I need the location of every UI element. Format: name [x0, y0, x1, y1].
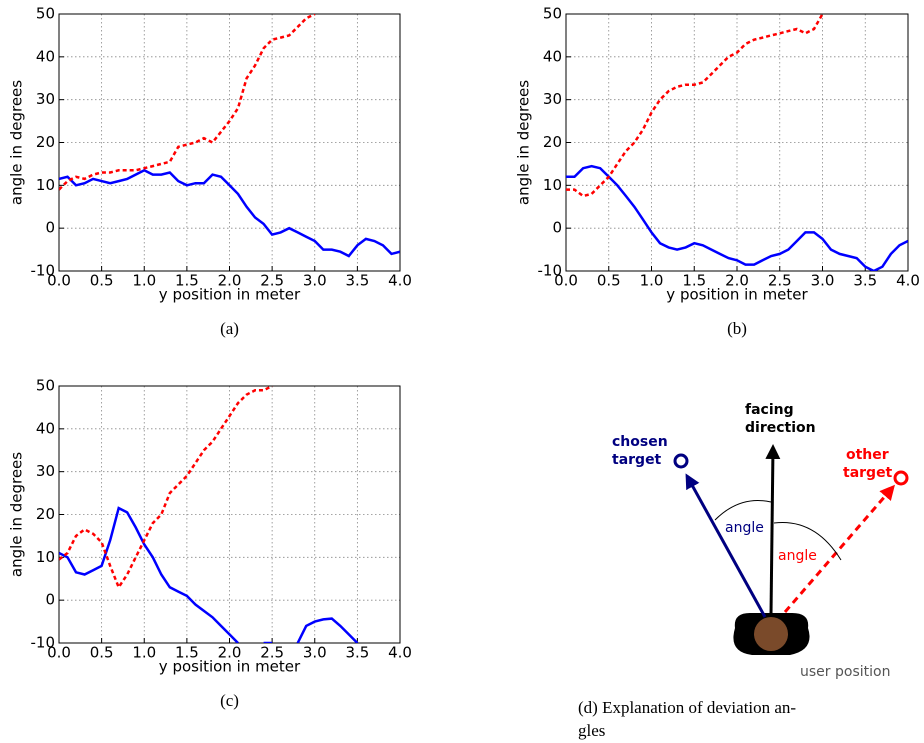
y-axis-label: angle in degrees — [515, 80, 533, 205]
caption: (a) — [220, 319, 239, 338]
y-tick-label: 20 — [543, 133, 562, 151]
caption: (c) — [220, 691, 239, 710]
plot-frame — [565, 13, 909, 272]
x-tick-label: 0.5 — [90, 644, 114, 662]
x-axis-label: y position in meter — [159, 286, 301, 304]
y-tick-label: 30 — [36, 90, 55, 108]
y-tick-label: 10 — [36, 548, 55, 566]
x-tick-label: 2.0 — [218, 272, 242, 290]
x-tick-label: 3.5 — [345, 644, 369, 662]
x-tick-label: 3.5 — [345, 272, 369, 290]
x-tick-label: 3.5 — [853, 272, 877, 290]
y-tick-label: 50 — [36, 377, 55, 395]
caption: gles — [578, 721, 605, 740]
angle-arc — [773, 521, 842, 561]
y-axis-label: angle in degrees — [8, 452, 26, 577]
x-axis-label: y position in meter — [159, 658, 301, 676]
x-tick-label: 4.0 — [388, 272, 412, 290]
x-tick-label: 1.5 — [175, 272, 199, 290]
y-tick-label: 50 — [543, 5, 562, 23]
series-line — [59, 506, 359, 643]
y-tick-label: 0 — [552, 219, 562, 237]
y-tick-label: -10 — [538, 262, 563, 280]
y-tick-label: 40 — [36, 419, 55, 437]
x-tick-label: 4.0 — [388, 644, 412, 662]
x-tick-label: 0.0 — [47, 644, 71, 662]
caption: (d) Explanation of deviation an- — [578, 698, 796, 717]
x-tick-label: 1.5 — [175, 644, 199, 662]
x-tick-label: 2.0 — [218, 644, 242, 662]
chart: 0.0 0.5 1.0 1.5 2.0 2.5 3.0 3.5 4.0 -10 0 10 20 30 40 5… — [515, 5, 920, 338]
y-tick-label: 50 — [36, 5, 55, 23]
y-tick-label: 0 — [45, 219, 55, 237]
x-tick-label: 0.5 — [597, 272, 621, 290]
y-tick-label: 40 — [543, 47, 562, 65]
other-label: target — [843, 465, 893, 481]
x-tick-label: 0.0 — [47, 272, 71, 290]
facing-label: direction — [745, 420, 816, 436]
other-label: other — [846, 447, 889, 463]
x-tick-label: 1.0 — [132, 272, 156, 290]
series-line — [566, 14, 824, 198]
diagram: facing direction chosen target other tar… — [578, 402, 909, 740]
y-axis-label: angle in degrees — [8, 80, 26, 205]
series-line — [59, 168, 400, 258]
other-target — [893, 470, 909, 486]
x-tick-label: 3.0 — [811, 272, 835, 290]
x-tick-label: 3.0 — [303, 644, 327, 662]
y-tick-label: 30 — [36, 462, 55, 480]
y-tick-label: 30 — [543, 90, 562, 108]
angle-label: angle — [778, 548, 817, 564]
plot-frame — [58, 13, 401, 272]
x-axis-label: y position in meter — [666, 286, 808, 304]
chosen-arrow — [685, 473, 767, 618]
x-tick-label: 2.5 — [260, 272, 284, 290]
x-tick-label: 1.0 — [640, 272, 664, 290]
chosen-label: chosen — [612, 434, 668, 450]
y-tick-label: 20 — [36, 133, 55, 151]
user-label: user position — [800, 664, 890, 680]
y-tick-label: 0 — [45, 591, 55, 609]
x-tick-label: 4.0 — [896, 272, 920, 290]
angle-label: angle — [725, 520, 764, 536]
facing-arrow — [765, 444, 781, 616]
x-tick-label: 1.5 — [682, 272, 706, 290]
y-tick-label: 20 — [36, 505, 55, 523]
x-tick-label: 2.5 — [768, 272, 792, 290]
y-tick-label: -10 — [31, 262, 56, 280]
y-tick-label: -10 — [31, 634, 56, 652]
y-tick-label: 10 — [543, 176, 562, 194]
plot-frame — [58, 385, 401, 644]
series-line — [566, 164, 908, 271]
x-tick-label: 0.0 — [554, 272, 578, 290]
chosen-target — [673, 453, 689, 469]
series-line — [59, 386, 273, 590]
y-tick-label: 40 — [36, 47, 55, 65]
y-tick-label: 10 — [36, 176, 55, 194]
angle-arc — [714, 499, 772, 521]
facing-label: facing — [745, 402, 794, 418]
chosen-label: target — [612, 452, 662, 468]
x-tick-label: 2.5 — [260, 644, 284, 662]
x-tick-label: 3.0 — [303, 272, 327, 290]
caption: (b) — [727, 319, 747, 338]
user-head — [754, 617, 788, 651]
chart: 0.0 0.5 1.0 1.5 2.0 2.5 3.0 3.5 4.0 -10 0 10 20 30 40 5… — [8, 5, 412, 338]
x-tick-label: 1.0 — [132, 644, 156, 662]
x-tick-label: 2.0 — [725, 272, 749, 290]
chart: 0.0 0.5 1.0 1.5 2.0 2.5 3.0 3.5 4.0 -10 0 10 20 30 40 5… — [8, 377, 412, 710]
x-tick-label: 0.5 — [90, 272, 114, 290]
other-arrow — [783, 484, 895, 613]
